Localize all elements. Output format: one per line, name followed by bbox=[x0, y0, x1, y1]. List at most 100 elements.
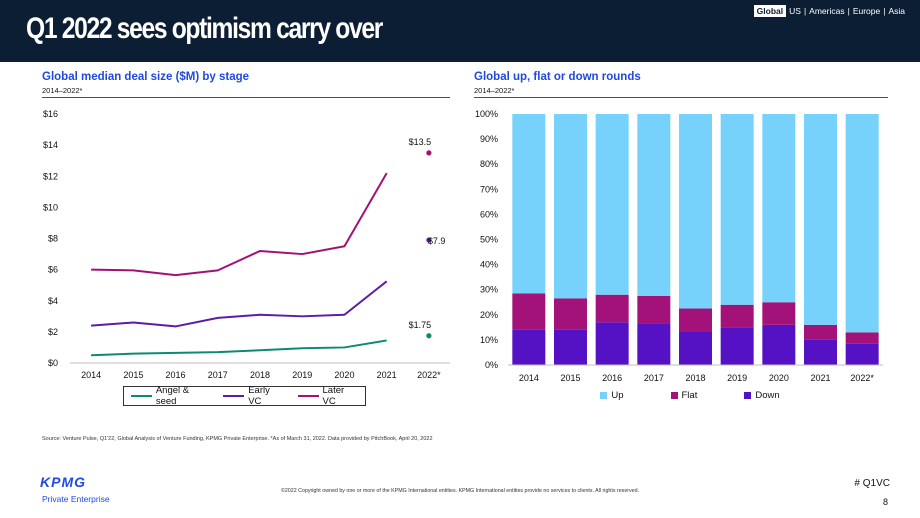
bar-x-tick-label: 2019 bbox=[727, 373, 747, 383]
page-title: Q1 2022 sees optimism carry over bbox=[26, 12, 383, 45]
legend-label-up: Up bbox=[611, 389, 624, 401]
line-chart-legend: Angel & seed Early VC Later VC bbox=[123, 385, 366, 407]
legend-label-later: Later VC bbox=[322, 385, 345, 407]
bar-segment-flat bbox=[720, 304, 754, 328]
legend-swatch-flat bbox=[670, 391, 678, 399]
line-y-tick-label: $12 bbox=[43, 171, 58, 181]
line-chart-rule bbox=[42, 97, 450, 98]
bar-segment-flat bbox=[554, 298, 587, 330]
region-us[interactable]: US bbox=[789, 6, 801, 16]
bar-y-tick-label: 0% bbox=[485, 360, 498, 370]
legend-swatch-down bbox=[744, 391, 752, 399]
bar-segment-up bbox=[720, 114, 754, 305]
bar-segment-flat bbox=[845, 332, 879, 344]
bar-segment-flat bbox=[595, 294, 629, 323]
series-line-0 bbox=[91, 339, 387, 357]
bar-chart-legend: Up Flat Down bbox=[560, 386, 820, 404]
bar-segment-flat bbox=[637, 295, 671, 324]
legend-swatch-early bbox=[223, 395, 245, 397]
line-x-tick-label: 2017 bbox=[208, 370, 228, 380]
bar-segment-down bbox=[762, 324, 796, 365]
bar-chart-title: Global up, flat or down rounds bbox=[474, 71, 641, 83]
data-label: $1.75 bbox=[409, 320, 432, 330]
series-point-2022-1 bbox=[426, 237, 432, 243]
bar-segment-down bbox=[512, 329, 546, 365]
region-separator: | bbox=[803, 6, 807, 16]
line-x-tick-label: 2018 bbox=[250, 370, 270, 380]
line-y-tick-label: $16 bbox=[43, 109, 58, 119]
bar-segment-up bbox=[512, 114, 546, 294]
series-line-1 bbox=[91, 280, 388, 328]
data-label: $7.9 bbox=[428, 236, 446, 246]
bar-chart-subtitle: 2014–2022* bbox=[474, 86, 515, 95]
legend-label-angel: Angel & seed bbox=[155, 385, 190, 407]
series-line-2 bbox=[91, 172, 388, 277]
legend-label-early: Early VC bbox=[248, 385, 270, 407]
line-x-tick-label: 2022* bbox=[417, 370, 441, 380]
line-y-tick-label: $14 bbox=[43, 140, 58, 150]
bar-segment-flat bbox=[762, 302, 796, 325]
page-number: 8 bbox=[882, 497, 888, 507]
region-separator: | bbox=[847, 6, 850, 16]
copyright-note: ©2022 Copyright owned by one or more of … bbox=[280, 488, 640, 494]
bar-segment-down bbox=[845, 343, 879, 365]
region-separator: | bbox=[883, 6, 886, 16]
region-nav: Global US | Americas | Europe | Asia bbox=[753, 5, 908, 17]
bar-x-tick-label: 2018 bbox=[685, 373, 705, 383]
line-y-tick-label: $8 bbox=[48, 234, 58, 244]
bar-y-tick-label: 40% bbox=[480, 260, 498, 270]
bar-segment-down bbox=[804, 339, 837, 365]
legend-label-flat: Flat bbox=[681, 389, 698, 401]
line-x-tick-label: 2015 bbox=[123, 370, 143, 380]
region-europe[interactable]: Europe bbox=[852, 6, 881, 16]
line-x-tick-label: 2019 bbox=[292, 370, 312, 380]
region-americas[interactable]: Americas bbox=[809, 6, 845, 16]
bar-segment-up bbox=[845, 114, 879, 333]
legend-item-down: Down bbox=[744, 389, 780, 401]
bar-y-tick-label: 10% bbox=[480, 335, 498, 345]
bar-y-tick-label: 100% bbox=[475, 109, 498, 119]
bar-y-tick-label: 90% bbox=[480, 134, 498, 144]
series-point-2022-0 bbox=[426, 333, 432, 339]
kpmg-logo-subtitle: Private Enterprise bbox=[42, 494, 110, 504]
region-asia[interactable]: Asia bbox=[888, 6, 905, 16]
series-point-2022-2 bbox=[426, 150, 432, 156]
region-global[interactable]: Global bbox=[753, 5, 787, 17]
legend-item-later: Later VC bbox=[297, 385, 358, 407]
line-y-tick-label: $6 bbox=[48, 265, 58, 275]
bar-y-tick-label: 20% bbox=[480, 310, 498, 320]
bar-x-tick-label: 2015 bbox=[560, 373, 580, 383]
bar-x-tick-label: 2014 bbox=[519, 373, 539, 383]
line-x-tick-label: 2016 bbox=[166, 370, 186, 380]
bar-segment-down bbox=[720, 327, 754, 365]
bar-segment-up bbox=[679, 114, 712, 309]
source-note: Source: Venture Pulse, Q1'22, Global Ana… bbox=[42, 436, 433, 442]
bar-segment-down bbox=[595, 322, 629, 365]
line-x-tick-label: 2021 bbox=[377, 370, 397, 380]
bar-segment-up bbox=[595, 114, 629, 295]
bar-y-tick-label: 50% bbox=[480, 235, 498, 245]
bar-segment-up bbox=[554, 114, 587, 299]
bar-x-tick-label: 2022* bbox=[850, 373, 874, 383]
hashtag[interactable]: # Q1VC bbox=[854, 478, 890, 489]
legend-item-angel: Angel & seed bbox=[131, 385, 209, 407]
kpmg-logo: KPMG bbox=[40, 474, 86, 490]
data-label: $13.5 bbox=[409, 137, 432, 147]
bar-segment-down bbox=[554, 329, 587, 365]
line-x-tick-label: 2014 bbox=[81, 370, 101, 380]
header-bar: Q1 2022 sees optimism carry over Global … bbox=[0, 0, 920, 62]
bar-segment-flat bbox=[512, 293, 546, 330]
bar-segment-flat bbox=[679, 308, 712, 332]
line-y-tick-label: $10 bbox=[43, 202, 58, 212]
legend-item-up: Up bbox=[600, 389, 624, 401]
line-y-tick-label: $0 bbox=[48, 358, 58, 368]
bar-x-tick-label: 2016 bbox=[602, 373, 622, 383]
bar-segment-up bbox=[762, 114, 796, 303]
legend-label-down: Down bbox=[755, 389, 780, 401]
line-y-tick-label: $2 bbox=[48, 327, 58, 337]
bar-x-tick-label: 2021 bbox=[810, 373, 830, 383]
bar-y-tick-label: 70% bbox=[480, 184, 498, 194]
bar-segment-up bbox=[804, 114, 837, 325]
